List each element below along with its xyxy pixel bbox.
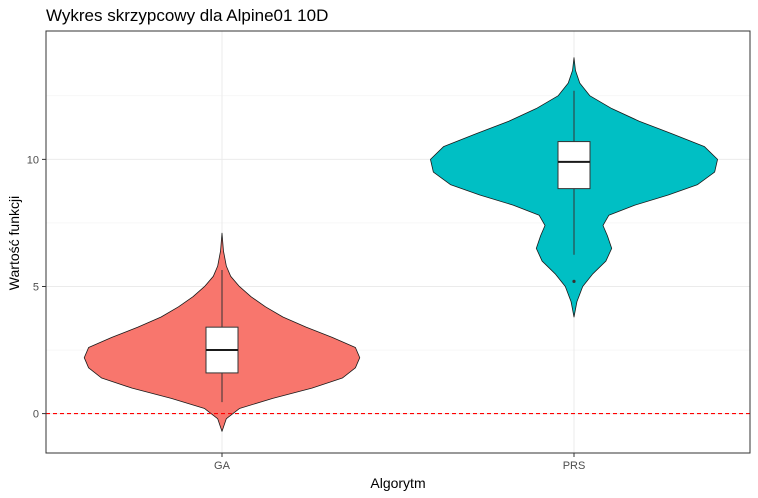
x-axis-title: Algorytm <box>370 475 425 491</box>
y-tick-label: 10 <box>27 154 39 166</box>
y-tick-label: 0 <box>33 409 39 421</box>
x-tick-label: PRS <box>563 460 586 472</box>
panel-border <box>45 30 751 454</box>
outlier-point <box>572 279 576 284</box>
box-prs <box>557 141 591 190</box>
y-axis-title: Wartość funkcji <box>6 196 22 290</box>
chart-title: Wykres skrzypcowy dla Alpine01 10D <box>46 6 328 25</box>
x-tick-label: GA <box>214 460 231 472</box>
plot-area: 0 5 10 GA PRS <box>27 30 751 472</box>
y-tick-label: 5 <box>33 281 39 293</box>
